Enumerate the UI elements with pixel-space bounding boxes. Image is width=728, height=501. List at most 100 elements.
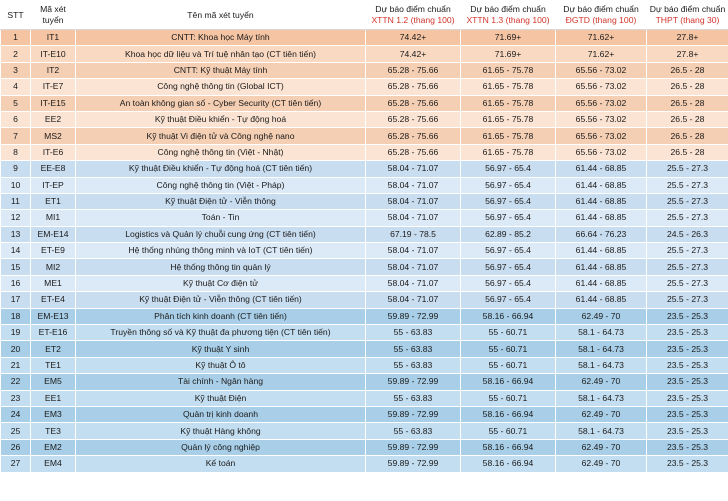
table-row: 10 IT-EP Công nghệ thông tin (Việt - Pháp)… (0, 176, 728, 194)
cell-xttn12: 58.04 - 71.07 (365, 258, 461, 276)
cell-name: Kỹ thuật Cơ điện tử (75, 274, 366, 293)
cell-xttn12: 59.89 - 72.99 (365, 455, 461, 473)
cell-xttn13: 58.16 - 66.94 (460, 373, 556, 391)
cell-thpt: 25.5 - 27.3 (646, 258, 728, 276)
cell-xttn12: 59.89 - 72.99 (365, 373, 461, 391)
cell-dgtd: 71.62+ (555, 45, 647, 63)
cell-name: Truyền thông số và Kỹ thuật đa phương ti… (75, 324, 366, 342)
cell-name: Công nghệ thông tin (Global ICT) (75, 78, 366, 96)
cell-dgtd: 62.49 - 70 (555, 307, 647, 326)
cell-name: Kỹ thuật Vi điện tử và Công nghệ nano (75, 127, 366, 145)
cell-xttn13: 71.69+ (460, 45, 556, 63)
cell-code: IT1 (30, 28, 76, 47)
cell-code: TE3 (30, 422, 76, 440)
header-code-line2: tuyển (42, 15, 64, 25)
cell-code: MS2 (30, 127, 76, 145)
cell-xttn12: 58.04 - 71.07 (365, 160, 461, 178)
cell-xttn12: 67.19 - 78.5 (365, 225, 461, 244)
cell-xttn13: 61.65 - 75.78 (460, 143, 556, 162)
cell-code: IT-E10 (30, 45, 76, 63)
cell-xttn12: 74.42+ (365, 28, 461, 47)
cell-thpt: 23.5 - 25.3 (646, 324, 728, 342)
cell-thpt: 26.5 - 28 (646, 61, 728, 80)
cell-name: Khoa học dữ liệu và Trí tuệ nhân tạo (CT… (75, 45, 366, 63)
cell-dgtd: 61.44 - 68.85 (555, 258, 647, 276)
cell-dgtd: 62.49 - 70 (555, 455, 647, 473)
cell-dgtd: 65.56 - 73.02 (555, 61, 647, 80)
table-row: 24 EM3 Quản trị kinh doanh 59.89 - 72.99 58.… (0, 405, 728, 424)
cell-stt: 16 (0, 274, 31, 293)
cell-thpt: 23.5 - 25.3 (646, 405, 728, 424)
cell-name: Phân tích kinh doanh (CT tiên tiến) (75, 307, 366, 326)
cell-stt: 27 (0, 455, 31, 473)
cell-xttn12: 65.28 - 75.66 (365, 127, 461, 145)
cell-thpt: 23.5 - 25.3 (646, 455, 728, 473)
cell-stt: 6 (0, 110, 31, 129)
cell-stt: 14 (0, 242, 31, 260)
cell-xttn12: 59.89 - 72.99 (365, 405, 461, 424)
cell-code: TE1 (30, 356, 76, 375)
table-row: 17 ET-E4 Kỹ thuật Điện tử - Viễn thông (CT… (0, 291, 728, 309)
cell-code: MI2 (30, 258, 76, 276)
cell-xttn12: 58.04 - 71.07 (365, 209, 461, 227)
cell-thpt: 23.5 - 25.3 (646, 307, 728, 326)
cell-name: Quản trị kinh doanh (75, 405, 366, 424)
cell-dgtd: 61.44 - 68.85 (555, 291, 647, 309)
cell-name: Kỹ thuật Điện tử - Viễn thông (CT tiên t… (75, 291, 366, 309)
admission-score-table: STT Mã xét tuyển Tên mã xét tuyển Dự báo… (0, 0, 728, 473)
cell-code: IT2 (30, 61, 76, 80)
cell-thpt: 23.5 - 25.3 (646, 389, 728, 407)
cell-xttn13: 55 - 60.71 (460, 389, 556, 407)
header-xttn12: Dự báo điểm chuẩn XTTN 1.2 (thang 100) (365, 0, 461, 30)
cell-name: CNTT: Kỹ thuật Máy tính (75, 61, 366, 80)
header-xttn13: Dự báo điểm chuẩn XTTN 1.3 (thang 100) (460, 0, 556, 30)
cell-code: ET-E16 (30, 324, 76, 342)
cell-xttn12: 55 - 63.83 (365, 324, 461, 342)
cell-name: An toàn không gian số - Cyber Security (… (75, 94, 366, 112)
table-row: 7 MS2 Kỹ thuật Vi điện tử và Công nghệ nan… (0, 127, 728, 145)
cell-xttn12: 65.28 - 75.66 (365, 94, 461, 112)
header-thpt-line1: Dự báo điểm chuẩn (649, 4, 726, 14)
header-stt: STT (0, 0, 31, 30)
cell-xttn12: 59.89 - 72.99 (365, 307, 461, 326)
cell-stt: 12 (0, 209, 31, 227)
cell-name: CNTT: Khoa học Máy tính (75, 28, 366, 47)
cell-thpt: 25.5 - 27.3 (646, 209, 728, 227)
cell-thpt: 23.5 - 25.3 (646, 356, 728, 375)
cell-dgtd: 61.44 - 68.85 (555, 209, 647, 227)
table-row: 18 EM-E13 Phân tích kinh doanh (CT tiên ti… (0, 307, 728, 326)
header-thpt: Dự báo điểm chuẩn THPT (thang 30) (646, 0, 728, 30)
header-dgtd-line2: ĐGTD (thang 100) (565, 15, 637, 25)
cell-thpt: 23.5 - 25.3 (646, 340, 728, 358)
table-row: 20 ET2 Kỹ thuật Y sinh 55 - 63.83 55 - 60.71… (0, 340, 728, 358)
cell-code: EM5 (30, 373, 76, 391)
cell-stt: 25 (0, 422, 31, 440)
table-row: 9 EE-E8 Kỹ thuật Điều khiển - Tự động hoá … (0, 160, 728, 178)
cell-xttn13: 58.16 - 66.94 (460, 307, 556, 326)
cell-stt: 9 (0, 160, 31, 178)
cell-name: Kỹ thuật Điện (75, 389, 366, 407)
cell-name: Kỹ thuật Điều khiển - Tự động hoá (75, 110, 366, 129)
cell-dgtd: 65.56 - 73.02 (555, 110, 647, 129)
cell-xttn13: 56.97 - 65.4 (460, 192, 556, 211)
cell-stt: 8 (0, 143, 31, 162)
cell-name: Công nghệ thông tin (Việt - Nhật) (75, 143, 366, 162)
cell-name: Hệ thống thông tin quản lý (75, 258, 366, 276)
table-row: 21 TE1 Kỹ thuật Ô tô 55 - 63.83 55 - 60.71 58… (0, 356, 728, 375)
cell-thpt: 26.5 - 28 (646, 143, 728, 162)
cell-code: IT-E15 (30, 94, 76, 112)
cell-name: Quản lý công nghiệp (75, 438, 366, 457)
cell-xttn13: 61.65 - 75.78 (460, 94, 556, 112)
cell-stt: 1 (0, 28, 31, 47)
cell-xttn12: 55 - 63.83 (365, 356, 461, 375)
cell-xttn12: 58.04 - 71.07 (365, 242, 461, 260)
cell-xttn13: 61.65 - 75.78 (460, 127, 556, 145)
cell-dgtd: 66.64 - 76.23 (555, 225, 647, 244)
cell-thpt: 26.5 - 28 (646, 127, 728, 145)
table-row: 19 ET-E16 Truyền thông số và Kỹ thuật đa p… (0, 324, 728, 342)
cell-xttn12: 58.04 - 71.07 (365, 192, 461, 211)
cell-name: Kỹ thuật Điều khiển - Tự động hoá (CT ti… (75, 160, 366, 178)
header-xttn12-line2: XTTN 1.2 (thang 100) (371, 15, 455, 25)
cell-xttn12: 58.04 - 71.07 (365, 291, 461, 309)
cell-code: IT-E7 (30, 78, 76, 96)
